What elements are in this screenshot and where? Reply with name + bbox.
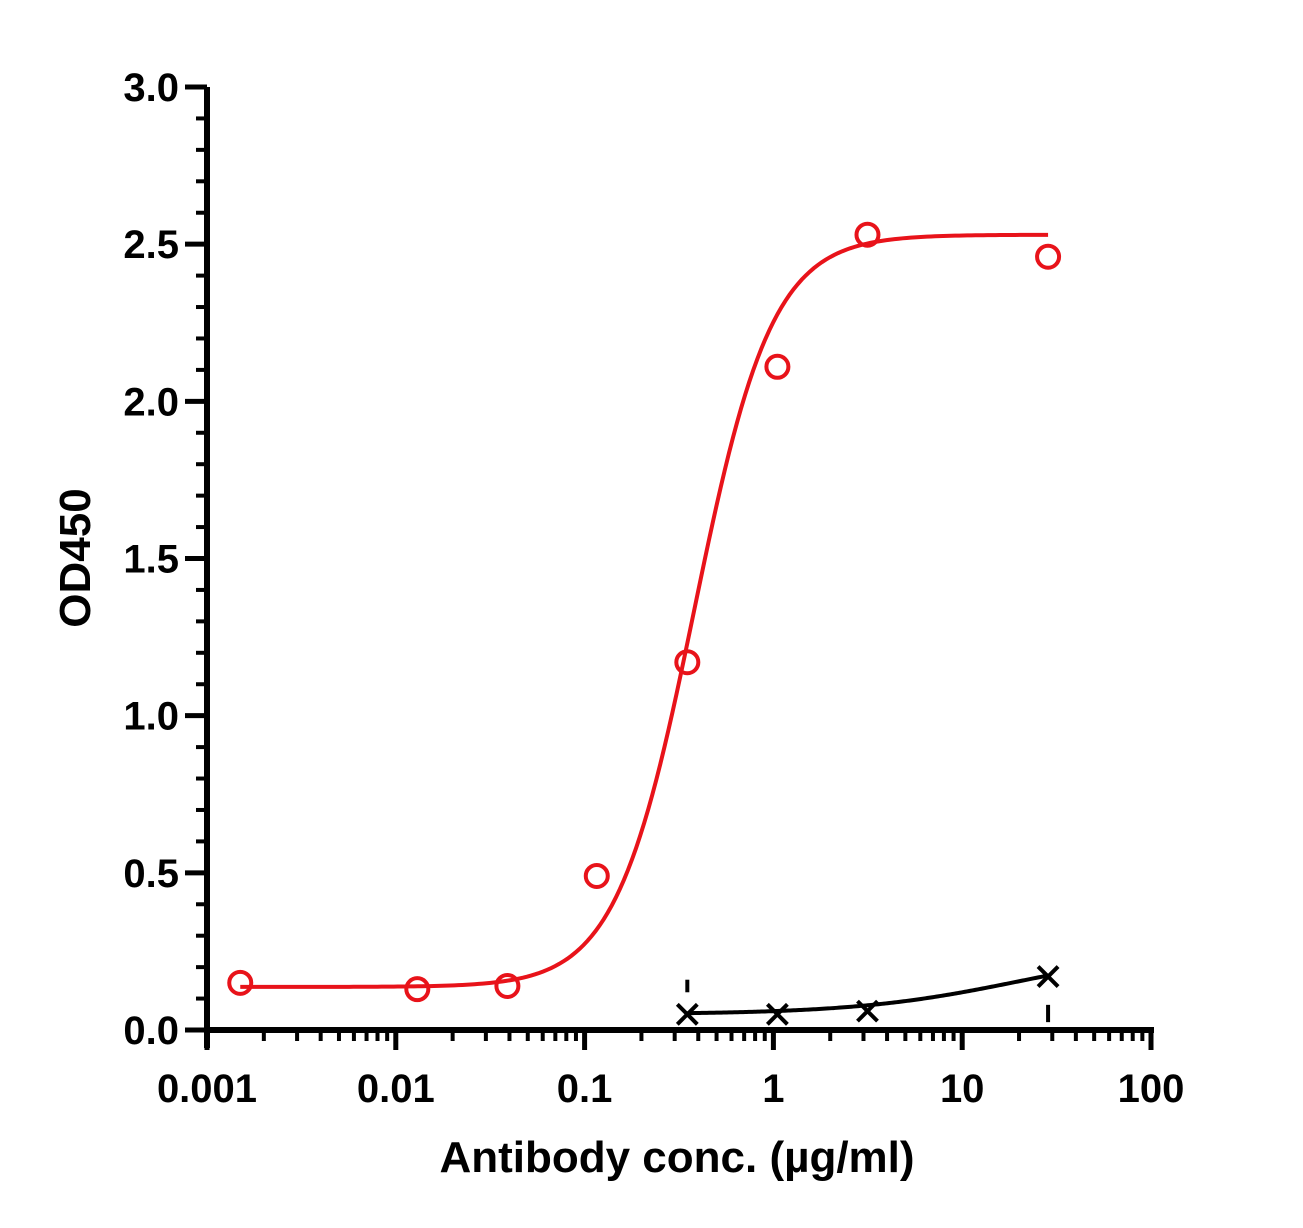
- x-axis-title: Antibody conc. (µg/ml): [439, 1133, 914, 1182]
- data-point-circle: [854, 221, 881, 248]
- y-tick-label: 0.0: [123, 1009, 179, 1053]
- data-point-circle: [583, 862, 610, 889]
- fit-curves: [240, 232, 1049, 1016]
- fit-curve-series-2: [687, 973, 1049, 1016]
- x-marker-stroke: [675, 1002, 699, 1026]
- data-point-circle: [494, 972, 521, 999]
- data-point-x: [856, 999, 879, 1023]
- data-point-circle: [404, 976, 431, 1003]
- fit-curve-series-1: [240, 232, 1049, 989]
- data-point-x: [675, 1002, 699, 1026]
- y-tick-label: 1.0: [123, 695, 179, 739]
- data-point-circle: [674, 649, 701, 676]
- y-tick-label: 0.5: [123, 852, 179, 896]
- data-point-x: [765, 1002, 789, 1026]
- data-point-circle: [227, 969, 254, 996]
- y-axis-title: OD450: [51, 488, 100, 627]
- axes: [185, 84, 1154, 1050]
- x-marker-stroke: [856, 999, 879, 1023]
- data-point-x: [1036, 965, 1060, 988]
- tick-labels: 0.0 0.5 1.0 1.5 2.0 2.5 3.0 0.001 0.01 0.1 1 10 100: [123, 66, 1184, 1111]
- x-marker-stroke: [1036, 965, 1060, 988]
- x-tick-label: 0.01: [357, 1067, 435, 1111]
- y-tick-label: 1.5: [123, 538, 179, 582]
- x-tick-label: 1: [762, 1067, 784, 1111]
- y-tick-label: 2.5: [123, 223, 179, 267]
- x-tick-label: 10: [940, 1067, 985, 1111]
- x-marker-stroke: [765, 1002, 789, 1026]
- x-tick-label: 0.001: [157, 1067, 257, 1111]
- data-point-circle: [1035, 243, 1062, 270]
- data-points: [227, 221, 1062, 1026]
- y-tick-label: 2.0: [123, 380, 179, 424]
- data-point-circle: [764, 353, 791, 380]
- y-tick-label: 3.0: [123, 66, 179, 110]
- x-tick-label: 0.1: [557, 1067, 613, 1111]
- x-tick-label: 100: [1118, 1067, 1185, 1111]
